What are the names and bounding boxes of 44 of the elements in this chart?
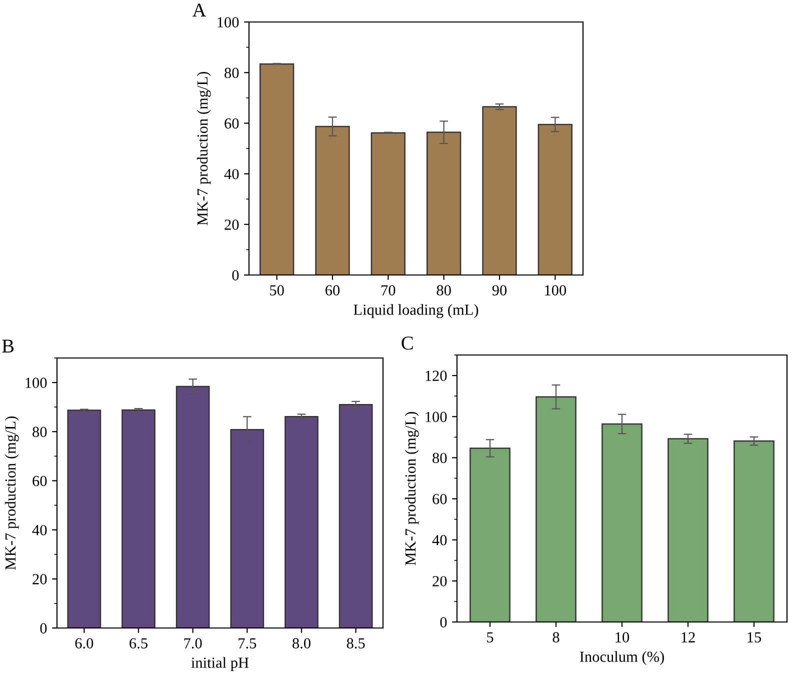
x-tick-label: 7.5 <box>238 638 256 649</box>
y-tick-label: 20 <box>224 220 239 230</box>
x-tick-label: 15 <box>748 632 762 642</box>
y-tick-label: 100 <box>26 378 47 388</box>
y-tick-label: 0 <box>40 623 47 634</box>
y-tick-label: 60 <box>32 476 47 486</box>
y-axis-title: MK-7 production (mg/L) <box>404 412 419 566</box>
x-tick-label: 10 <box>616 632 630 642</box>
x-tick-label: 6.0 <box>75 638 94 649</box>
x-tick-label: 60 <box>326 285 340 296</box>
x-tick-label: 12 <box>682 632 695 642</box>
y-axis-title: MK-7 production (mg/L) <box>4 416 19 570</box>
chart-title: C <box>402 336 413 350</box>
y-tick-label: 40 <box>32 524 47 536</box>
chart-title: A <box>192 4 206 16</box>
y-tick-label: 120 <box>426 370 447 381</box>
y-tick-label: 40 <box>224 168 239 180</box>
x-tick-label: 50 <box>270 285 284 296</box>
x-axis-title: Liquid loading (mL) <box>354 304 478 318</box>
x-tick-label: 100 <box>545 285 566 296</box>
x-tick-label: 7.0 <box>184 638 202 649</box>
y-tick-label: 20 <box>432 576 447 586</box>
x-tick-label: 5 <box>487 632 494 642</box>
x-tick-label: 8.0 <box>292 638 310 649</box>
y-axis-title: MK-7 production (mg/L) <box>196 72 211 226</box>
x-tick-label: 70 <box>382 285 396 296</box>
y-tick-label: 100 <box>218 17 239 28</box>
x-tick-label: 90 <box>492 285 507 296</box>
x-tick-label: 8 <box>552 632 560 642</box>
x-tick-label: 8.5 <box>346 638 365 649</box>
y-tick-label: 80 <box>32 426 47 438</box>
y-tick-label: 0 <box>232 270 239 280</box>
y-tick-label: 0 <box>440 617 447 628</box>
x-axis-title: Inoculum (%) <box>580 651 664 665</box>
y-tick-label: 80 <box>224 68 239 78</box>
x-axis-title: initial pH <box>191 657 249 671</box>
y-tick-label: 80 <box>432 452 447 464</box>
chart-title: B <box>2 340 14 352</box>
y-tick-label: 60 <box>432 494 447 504</box>
y-tick-label: 60 <box>224 118 239 129</box>
x-tick-label: 6.5 <box>130 638 148 649</box>
y-tick-label: 20 <box>32 574 47 584</box>
y-tick-label: 100 <box>426 412 447 422</box>
y-tick-label: 40 <box>432 534 447 546</box>
